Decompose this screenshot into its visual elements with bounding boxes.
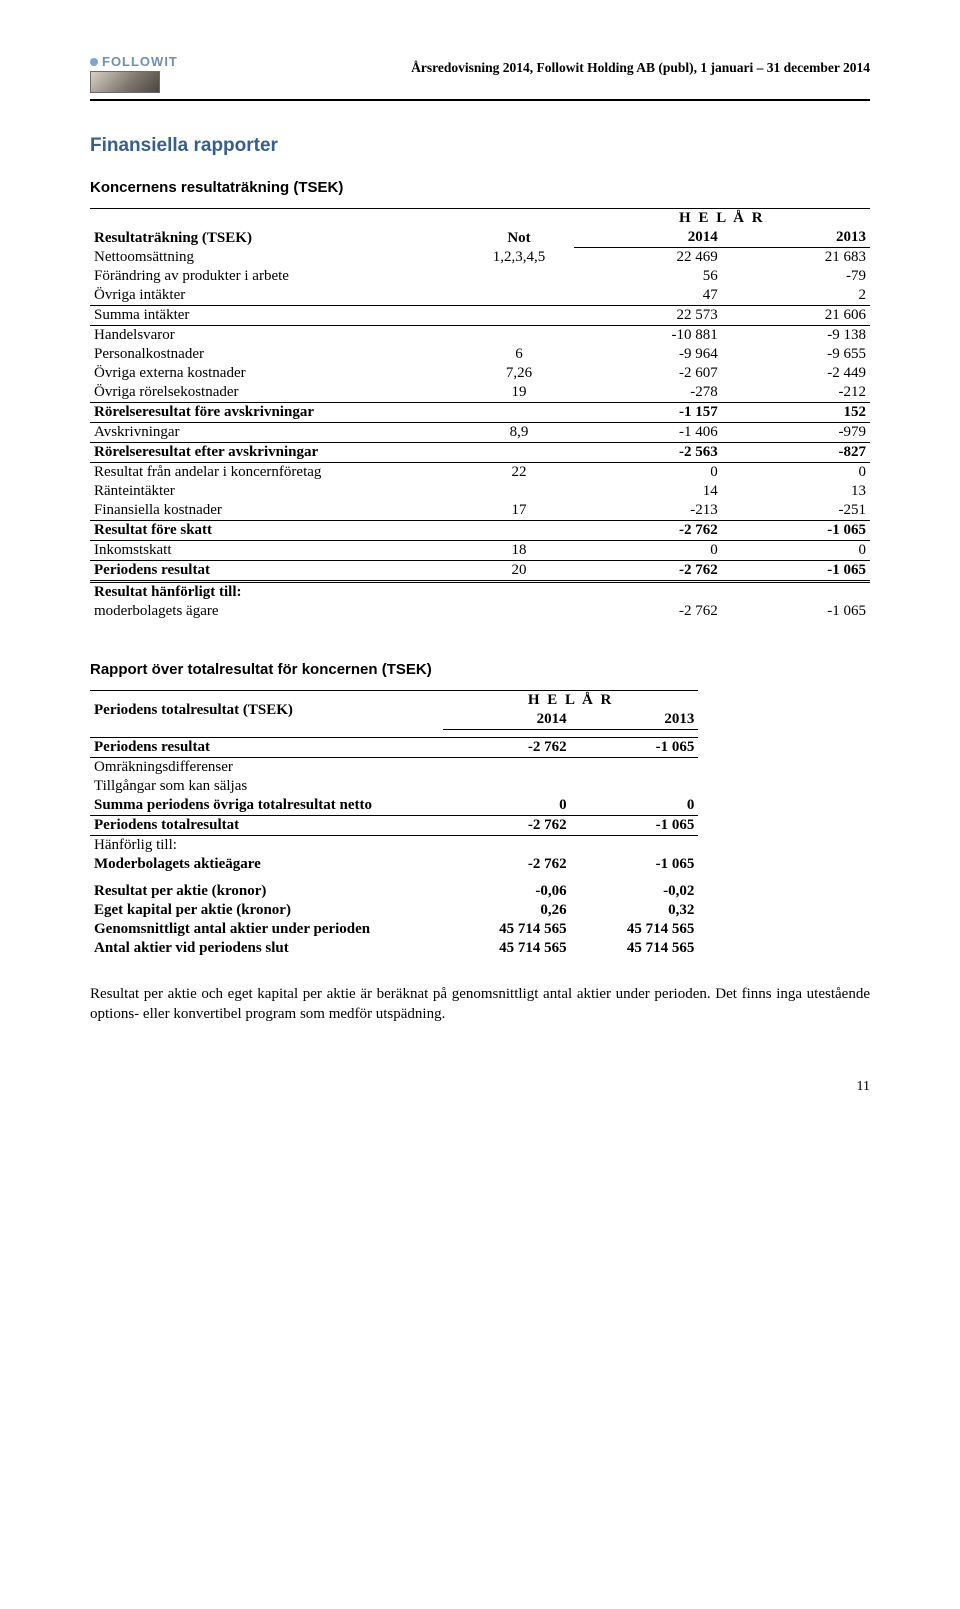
table-row: Hänförlig till: (90, 836, 698, 856)
table-row: Periodens resultat 20 -2 762 -1 065 (90, 561, 870, 582)
table-row: Genomsnittligt antal aktier under period… (90, 920, 698, 939)
table-row: Handelsvaror -10 881 -9 138 (90, 326, 870, 346)
page-header: FOLLOWIT Årsredovisning 2014, Followit H… (90, 54, 870, 101)
table-row: Inkomstskatt 18 0 0 (90, 541, 870, 561)
table-row: Förändring av produkter i arbete 56 -79 (90, 267, 870, 286)
table-col-header-title: Resultaträkning (TSEK) (90, 209, 464, 248)
subsection-title-comprehensive-income: Rapport över totalresultat för koncernen… (90, 661, 870, 678)
table-row: Resultat före skatt -2 762 -1 065 (90, 521, 870, 541)
table-row: Resultat från andelar i koncernföretag 2… (90, 463, 870, 483)
subsection-title-income-statement: Koncernens resultaträkning (TSEK) (90, 179, 870, 196)
table-row: Omräkningsdifferenser (90, 758, 698, 778)
income-statement-table: Resultaträkning (TSEK) Not H E L Å R 201… (90, 208, 870, 621)
logo: FOLLOWIT (90, 54, 178, 93)
table-col-header-helar: H E L Å R (443, 691, 699, 711)
table-row: Rörelseresultat efter avskrivningar -2 5… (90, 443, 870, 463)
table-row: Finansiella kostnader 17 -213 -251 (90, 501, 870, 521)
table-row: Övriga intäkter 47 2 (90, 286, 870, 306)
table-row: Periodens totalresultat -2 762 -1 065 (90, 816, 698, 836)
table-row: Rörelseresultat före avskrivningar -1 15… (90, 403, 870, 423)
table-col-header-2013: 2013 (571, 710, 699, 730)
header-doc-title: Årsredovisning 2014, Followit Holding AB… (411, 54, 870, 76)
table-col-header-note: Not (464, 209, 573, 248)
table-row: Nettoomsättning 1,2,3,4,5 22 469 21 683 (90, 248, 870, 268)
table-col-header-helar: H E L Å R (574, 209, 870, 229)
table-col-header-2013: 2013 (722, 228, 870, 248)
table-row: moderbolagets ägare -2 762 -1 065 (90, 602, 870, 621)
table-row: Summa periodens övriga totalresultat net… (90, 796, 698, 816)
body-paragraph: Resultat per aktie och eget kapital per … (90, 984, 870, 1025)
table-row: Resultat hänförligt till: (90, 582, 870, 603)
table-row: Periodens resultat -2 762 -1 065 (90, 738, 698, 758)
logo-dot-icon (90, 58, 98, 66)
section-title-financial-reports: Finansiella rapporter (90, 135, 870, 157)
table-row: Avskrivningar 8,9 -1 406 -979 (90, 423, 870, 443)
logo-image-icon (90, 71, 160, 93)
table-row: Övriga rörelsekostnader 19 -278 -212 (90, 383, 870, 403)
table-row: Eget kapital per aktie (kronor) 0,26 0,3… (90, 901, 698, 920)
table-row: Personalkostnader 6 -9 964 -9 655 (90, 345, 870, 364)
table-col-header-2014: 2014 (443, 710, 571, 730)
table-row: Tillgångar som kan säljas (90, 777, 698, 796)
table-row: Summa intäkter 22 573 21 606 (90, 306, 870, 326)
table-row: Resultat per aktie (kronor) -0,06 -0,02 (90, 882, 698, 901)
table-row: Ränteintäkter 14 13 (90, 482, 870, 501)
table-col-header-title: Periodens totalresultat (TSEK) (90, 691, 443, 730)
table-row: Moderbolagets aktieägare -2 762 -1 065 (90, 855, 698, 874)
logo-wordmark: FOLLOWIT (102, 54, 178, 69)
comprehensive-income-table: Periodens totalresultat (TSEK) H E L Å R… (90, 690, 698, 958)
page-number: 11 (90, 1079, 870, 1095)
table-row: Övriga externa kostnader 7,26 -2 607 -2 … (90, 364, 870, 383)
table-row: Antal aktier vid periodens slut 45 714 5… (90, 939, 698, 958)
table-col-header-2014: 2014 (574, 228, 722, 248)
